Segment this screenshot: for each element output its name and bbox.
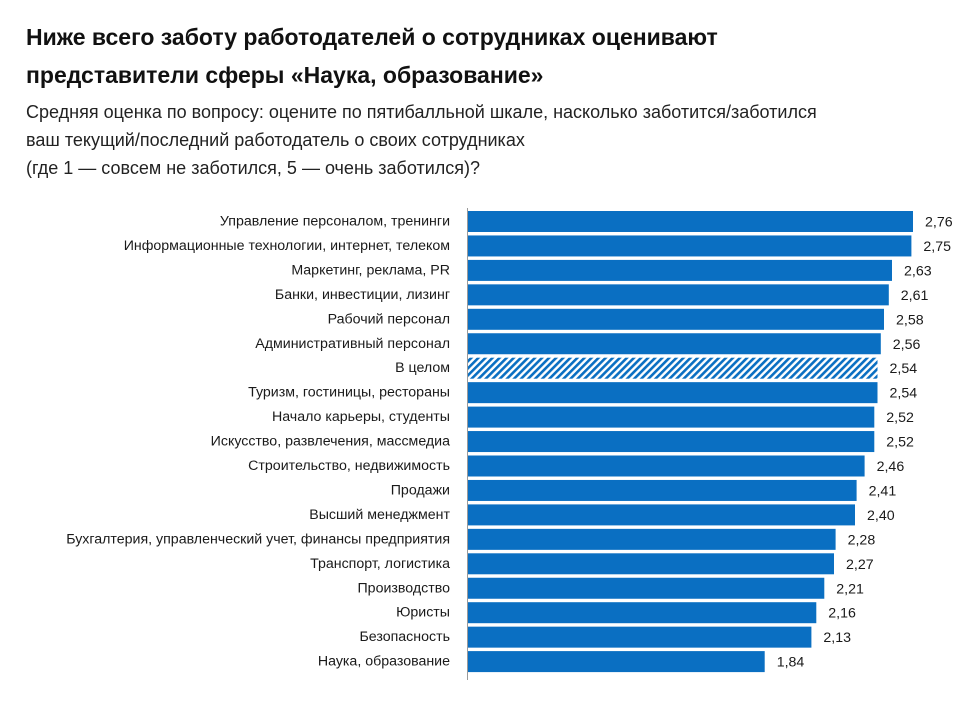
bar: [468, 406, 875, 428]
bar: [468, 602, 817, 624]
category-label: Управление персоналом, тренинги: [220, 214, 450, 230]
category-label: Начало карьеры, студенты: [272, 409, 450, 425]
bar: [468, 211, 913, 232]
bar: [468, 431, 875, 453]
value-label: 2,52: [886, 410, 914, 426]
bar: [468, 333, 881, 355]
value-label: 2,54: [890, 361, 918, 377]
category-label: Бухгалтерия, управленческий учет, финанс…: [66, 531, 450, 547]
bar: [468, 651, 765, 673]
value-label: 2,63: [904, 263, 932, 279]
category-label: Наука, образование: [318, 654, 450, 670]
bar: [468, 626, 812, 648]
value-label: 2,52: [886, 435, 914, 451]
value-label: 1,84: [777, 655, 805, 671]
value-label: 2,13: [823, 630, 851, 646]
bar: [468, 259, 892, 281]
bar: [468, 504, 855, 526]
category-label: Административный персонал: [255, 336, 450, 352]
value-label: 2,21: [836, 581, 864, 597]
bar: [468, 479, 857, 501]
bar: [468, 235, 912, 257]
category-label: Безопасность: [359, 629, 450, 645]
category-label: Рабочий персонал: [328, 311, 450, 327]
value-label: 2,58: [896, 312, 924, 328]
value-label: 2,16: [828, 606, 856, 622]
bar-highlighted: [468, 357, 878, 379]
bar: [468, 553, 834, 575]
bar: [468, 577, 825, 599]
bar: [468, 455, 865, 477]
value-label: 2,54: [890, 386, 918, 402]
bars-layer: Управление персоналом, тренинги 2,76 Инфор…: [66, 211, 953, 673]
category-label: Строительство, недвижимость: [248, 458, 450, 474]
category-label: Туризм, гостиницы, рестораны: [248, 385, 450, 401]
chart-subtitle: Средняя оценка по вопросу: оцените по пя…: [26, 102, 817, 178]
chart-title: Ниже всего заботу работодателей о сотруд…: [26, 24, 718, 88]
value-label: 2,76: [925, 215, 953, 231]
category-label: Транспорт, логистика: [310, 556, 450, 572]
category-label: Производство: [357, 580, 450, 596]
category-label: Высший менеджмент: [309, 507, 450, 523]
category-label: Банки, инвестиции, лизинг: [275, 287, 450, 303]
value-label: 2,41: [869, 483, 897, 499]
category-label: Юристы: [396, 605, 450, 621]
value-label: 2,40: [867, 508, 895, 524]
value-label: 2,61: [901, 288, 929, 304]
category-label: Искусство, развлечения, массмедиа: [211, 434, 450, 450]
value-label: 2,27: [846, 557, 874, 573]
value-label: 2,75: [923, 239, 951, 255]
category-label: В целом: [395, 360, 450, 376]
bar: [468, 308, 884, 330]
category-label: Маркетинг, реклама, PR: [291, 262, 450, 278]
category-label: Продажи: [391, 482, 450, 498]
value-label: 2,28: [848, 532, 876, 548]
value-label: 2,56: [893, 337, 921, 353]
value-label: 2,46: [877, 459, 905, 475]
bar: [468, 382, 878, 404]
category-label: Информационные технологии, интернет, тел…: [124, 238, 450, 254]
bar: [468, 284, 889, 306]
bar: [468, 528, 836, 550]
